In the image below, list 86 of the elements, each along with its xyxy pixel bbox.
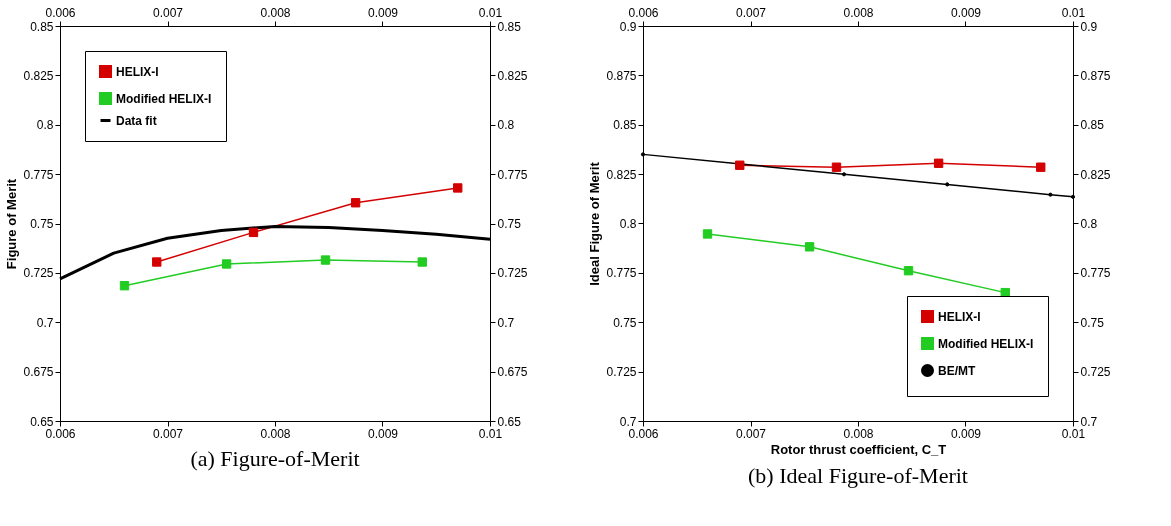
y2-tick-label: 0.75 <box>497 217 522 231</box>
x-tick-label: 0.009 <box>950 426 982 441</box>
point <box>417 257 427 267</box>
y2-tick-label: 0.8 <box>1080 217 1098 231</box>
y2-tick-label: 0.75 <box>1080 315 1105 330</box>
legend-label: BE/MT <box>938 363 976 378</box>
point <box>1048 192 1053 197</box>
y2-tick-label: 0.675 <box>497 365 528 380</box>
x-tick-label: 0.01 <box>478 426 503 441</box>
x2-tick-label: 0.008 <box>260 5 291 20</box>
point <box>453 183 463 193</box>
x2-tick-label: 0.009 <box>367 5 399 20</box>
legend-label: HELIX-I <box>116 64 159 79</box>
y-tick-label: 0.9 <box>619 19 637 34</box>
y-tick-label: 0.8 <box>36 118 54 133</box>
point <box>152 257 162 267</box>
point <box>119 281 130 291</box>
x-tick-label: 0.006 <box>45 426 76 441</box>
point <box>933 158 944 168</box>
x2-tick-label: 0.007 <box>735 5 767 20</box>
y-tick-label: 0.875 <box>606 68 637 83</box>
point <box>831 162 842 172</box>
point <box>1036 162 1046 172</box>
legend-label: Data fit <box>116 113 157 128</box>
text: (b) Ideal Figure-of-Merit <box>748 463 968 488</box>
legend-label: HELIX-I <box>938 309 981 324</box>
legend-label: Modified HELIX-I <box>938 336 1034 351</box>
x-tick-label: 0.01 <box>1061 426 1086 441</box>
point <box>804 242 815 252</box>
point <box>945 182 950 187</box>
y-axis-title: Ideal Figure of Merit <box>587 161 603 286</box>
y-tick-label: 0.85 <box>613 118 637 133</box>
x2-tick-label: 0.006 <box>628 5 659 20</box>
y-tick-label: 0.825 <box>606 167 637 182</box>
y-tick-label: 0.75 <box>613 315 637 330</box>
y2-tick-label: 0.775 <box>497 167 528 182</box>
y2-tick-label: 0.85 <box>497 19 522 34</box>
point <box>221 259 232 269</box>
y2-tick-label: 0.85 <box>1080 118 1105 133</box>
point <box>903 266 914 276</box>
x2-tick-label: 0.008 <box>843 5 874 20</box>
point <box>640 152 646 157</box>
y2-tick-label: 0.9 <box>1080 19 1098 34</box>
x-tick-label: 0.008 <box>843 426 874 441</box>
y-tick-label: 0.7 <box>619 414 637 429</box>
point <box>1070 194 1076 199</box>
x2-tick-label: 0.01 <box>1061 5 1086 20</box>
x-tick-label: 0.009 <box>367 426 399 441</box>
y-tick-label: 0.775 <box>606 266 637 281</box>
y-tick-label: 0.7 <box>36 315 54 330</box>
y-tick-label: 0.825 <box>23 68 54 83</box>
y2-tick-label: 0.8 <box>497 118 515 133</box>
x-tick-label: 0.008 <box>260 426 291 441</box>
x2-tick-label: 0.009 <box>950 5 982 20</box>
y-tick-label: 0.65 <box>30 414 54 429</box>
y2-tick-label: 0.875 <box>1080 68 1111 83</box>
y2-tick-label: 0.725 <box>497 266 528 281</box>
y2-tick-label: 0.825 <box>497 68 528 83</box>
y-tick-label: 0.85 <box>30 19 54 34</box>
y-tick-label: 0.8 <box>619 217 637 231</box>
y-tick-label: 0.725 <box>606 365 637 380</box>
x-tick-label: 0.007 <box>735 426 767 441</box>
y2-tick-label: 0.65 <box>497 414 522 429</box>
y-tick-label: 0.675 <box>23 365 54 380</box>
y-tick-label: 0.725 <box>23 266 54 281</box>
text: (a) Figure-of-Merit <box>190 446 360 471</box>
x2-tick-label: 0.006 <box>45 5 76 20</box>
y-tick-label: 0.775 <box>23 167 54 182</box>
point <box>320 255 331 265</box>
y2-tick-label: 0.825 <box>1080 167 1111 182</box>
x-axis-title: Rotor thrust coefficient, C_T <box>770 441 947 457</box>
point <box>841 172 847 177</box>
point <box>248 227 259 238</box>
x-tick-label: 0.006 <box>628 426 659 441</box>
y2-tick-label: 0.7 <box>497 315 515 330</box>
point <box>702 229 713 239</box>
x2-tick-label: 0.007 <box>152 5 184 20</box>
y2-tick-label: 0.7 <box>1080 414 1098 429</box>
y2-tick-label: 0.775 <box>1080 266 1111 281</box>
x2-tick-label: 0.01 <box>478 5 503 20</box>
y2-tick-label: 0.725 <box>1080 365 1111 380</box>
y-axis-title: Figure of Merit <box>4 178 20 270</box>
y-tick-label: 0.75 <box>30 217 54 231</box>
point <box>350 198 361 208</box>
legend-label: Modified HELIX-I <box>116 91 212 106</box>
x-tick-label: 0.007 <box>152 426 184 441</box>
